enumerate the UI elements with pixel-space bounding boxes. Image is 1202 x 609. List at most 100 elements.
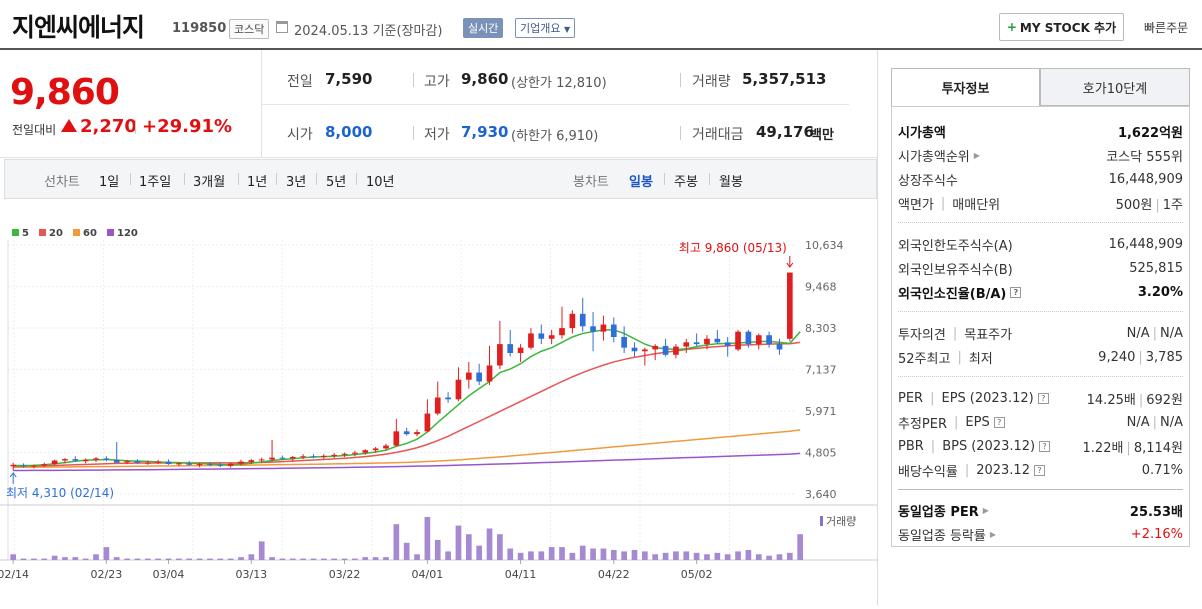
volume-bar	[331, 558, 338, 560]
legend-swatch	[39, 229, 46, 236]
candle-body	[176, 463, 182, 465]
volume-bar	[372, 557, 379, 560]
period-3y[interactable]: 3년	[286, 175, 307, 190]
candle-body	[227, 463, 234, 466]
week52-low-label: 최저	[968, 351, 993, 367]
tab-ask-10[interactable]: 호가10단계	[1040, 68, 1190, 106]
ma20-line	[13, 341, 801, 467]
help-icon[interactable]: ?	[1039, 440, 1051, 452]
divider	[898, 489, 1183, 490]
period-1w[interactable]: 1주일	[139, 175, 172, 190]
period-3m[interactable]: 3개월	[193, 175, 226, 190]
plus-icon: +	[1006, 20, 1017, 34]
sector-per-row[interactable]: 동일업종 PER ▶ 25.53배	[898, 500, 1183, 520]
foreign-hold-label: 외국인보유주식수(B)	[898, 262, 1013, 278]
volume-bar	[248, 554, 255, 560]
candle-body	[434, 397, 441, 414]
company-overview-dropdown[interactable]: 기업개요 ▼	[515, 18, 576, 38]
candle-body	[341, 453, 348, 455]
tab-invest-info[interactable]: 투자정보	[891, 68, 1040, 106]
candle-body	[600, 324, 607, 332]
candle-body	[217, 464, 224, 466]
volume-bar	[300, 558, 306, 560]
company-name: 지엔씨에너지	[12, 13, 145, 42]
par-value: 500원	[1115, 197, 1153, 213]
opinion-label: 투자의견	[898, 327, 946, 343]
line-chart-label: 선차트	[44, 175, 80, 190]
market-cap-label: 시가총액	[898, 125, 946, 141]
unit-value: 1주	[1162, 197, 1183, 213]
candle-body	[103, 458, 110, 460]
sector-per-value: 25.53배	[1129, 504, 1183, 520]
chevron-right-icon: ▶	[989, 529, 997, 539]
price-chart-svg: 10,634 9,468 8,303 7,137 5,971 4,805 3,640 5 20 6…	[0, 228, 877, 581]
candle-daily[interactable]: 일봉	[629, 175, 653, 190]
candle-body	[766, 335, 772, 345]
candle-monthly[interactable]: 월봉	[719, 175, 743, 190]
help-icon[interactable]: ?	[1037, 392, 1049, 404]
candle-body	[745, 331, 752, 345]
candle-body	[352, 452, 358, 454]
candle-body	[424, 413, 431, 432]
period-5y[interactable]: 5년	[326, 175, 347, 190]
divider	[898, 376, 1183, 377]
candle-body	[507, 344, 514, 354]
sector-per-label: 동일업종 PER	[898, 504, 979, 520]
candle-body	[465, 372, 472, 380]
sector-rate-row[interactable]: 동일업종 등락률 ▶ +2.16%	[898, 524, 1183, 544]
add-mystock-label: MY STOCK 추가	[1019, 20, 1117, 35]
legend-swatch	[73, 229, 80, 236]
volume-bar	[196, 558, 203, 560]
help-icon[interactable]: ?	[993, 416, 1005, 428]
volume-bar	[745, 549, 752, 560]
period-10y[interactable]: 10년	[366, 175, 395, 190]
invest-info-panel	[891, 107, 1190, 547]
divider	[680, 73, 681, 87]
candle-body	[735, 331, 741, 350]
candle-body	[652, 345, 659, 350]
quick-order-link[interactable]: 빠른주문	[1144, 21, 1189, 35]
open-value: 8,000	[325, 123, 373, 141]
volume-bar	[621, 551, 627, 560]
candle-body	[683, 342, 690, 347]
prev-close-label: 전일	[287, 74, 313, 90]
volume-legend-swatch	[820, 516, 823, 526]
y-tick-label: 3,640	[805, 488, 837, 501]
basis-date: 2024.05.13 기준(장마감)	[294, 24, 443, 39]
volume-bar	[165, 558, 172, 560]
chevron-down-icon: ▼	[563, 25, 571, 34]
market-cap-rank-row[interactable]: 시가총액순위 ▶ 코스닥 555위	[898, 145, 1183, 165]
volume-bar	[176, 558, 182, 560]
add-mystock-button[interactable]: + MY STOCK 추가	[999, 13, 1124, 41]
volume-bar	[10, 554, 17, 560]
volume-bar	[569, 552, 576, 560]
period-1d[interactable]: 1일	[99, 175, 120, 190]
trade-amount-label: 거래대금	[692, 127, 744, 143]
market-cap-rank-label: 시가총액순위	[898, 149, 970, 165]
period-1y[interactable]: 1년	[247, 175, 268, 190]
help-icon[interactable]: ?	[1010, 286, 1022, 298]
change-label: 전일대비	[12, 123, 57, 137]
high-annotation: 최고 9,860 (05/13)	[679, 241, 787, 255]
candle-body	[144, 462, 151, 464]
price-chart[interactable]: 10,634 9,468 8,303 7,137 5,971 4,805 3,640 5 20 6…	[0, 200, 877, 605]
calendar-icon	[276, 21, 288, 33]
volume-bar	[579, 545, 586, 560]
y-tick-label: 9,468	[805, 281, 837, 294]
pbr-value: 1.22배	[1082, 440, 1124, 456]
candle-body	[207, 464, 213, 466]
candle-weekly[interactable]: 주봉	[674, 175, 698, 190]
volume-bar	[352, 558, 358, 560]
volume-bar	[258, 541, 265, 560]
low-label: 저가	[424, 127, 450, 143]
market-cap-row: 시가총액 1,622억원	[898, 121, 1183, 141]
legend-label: 5	[22, 228, 29, 239]
volume-bar	[144, 558, 151, 560]
candle-body	[72, 459, 79, 461]
candle-body	[414, 432, 420, 435]
volume-bar	[72, 557, 79, 560]
volume-bar	[693, 552, 700, 560]
help-icon[interactable]: ?	[1033, 464, 1045, 476]
realtime-button[interactable]: 실시간	[463, 18, 504, 38]
candle-body	[662, 345, 669, 355]
